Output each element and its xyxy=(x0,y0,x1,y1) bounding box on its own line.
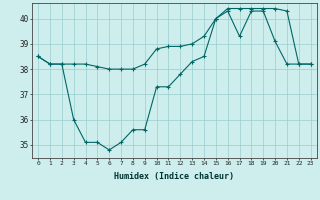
X-axis label: Humidex (Indice chaleur): Humidex (Indice chaleur) xyxy=(114,172,234,181)
